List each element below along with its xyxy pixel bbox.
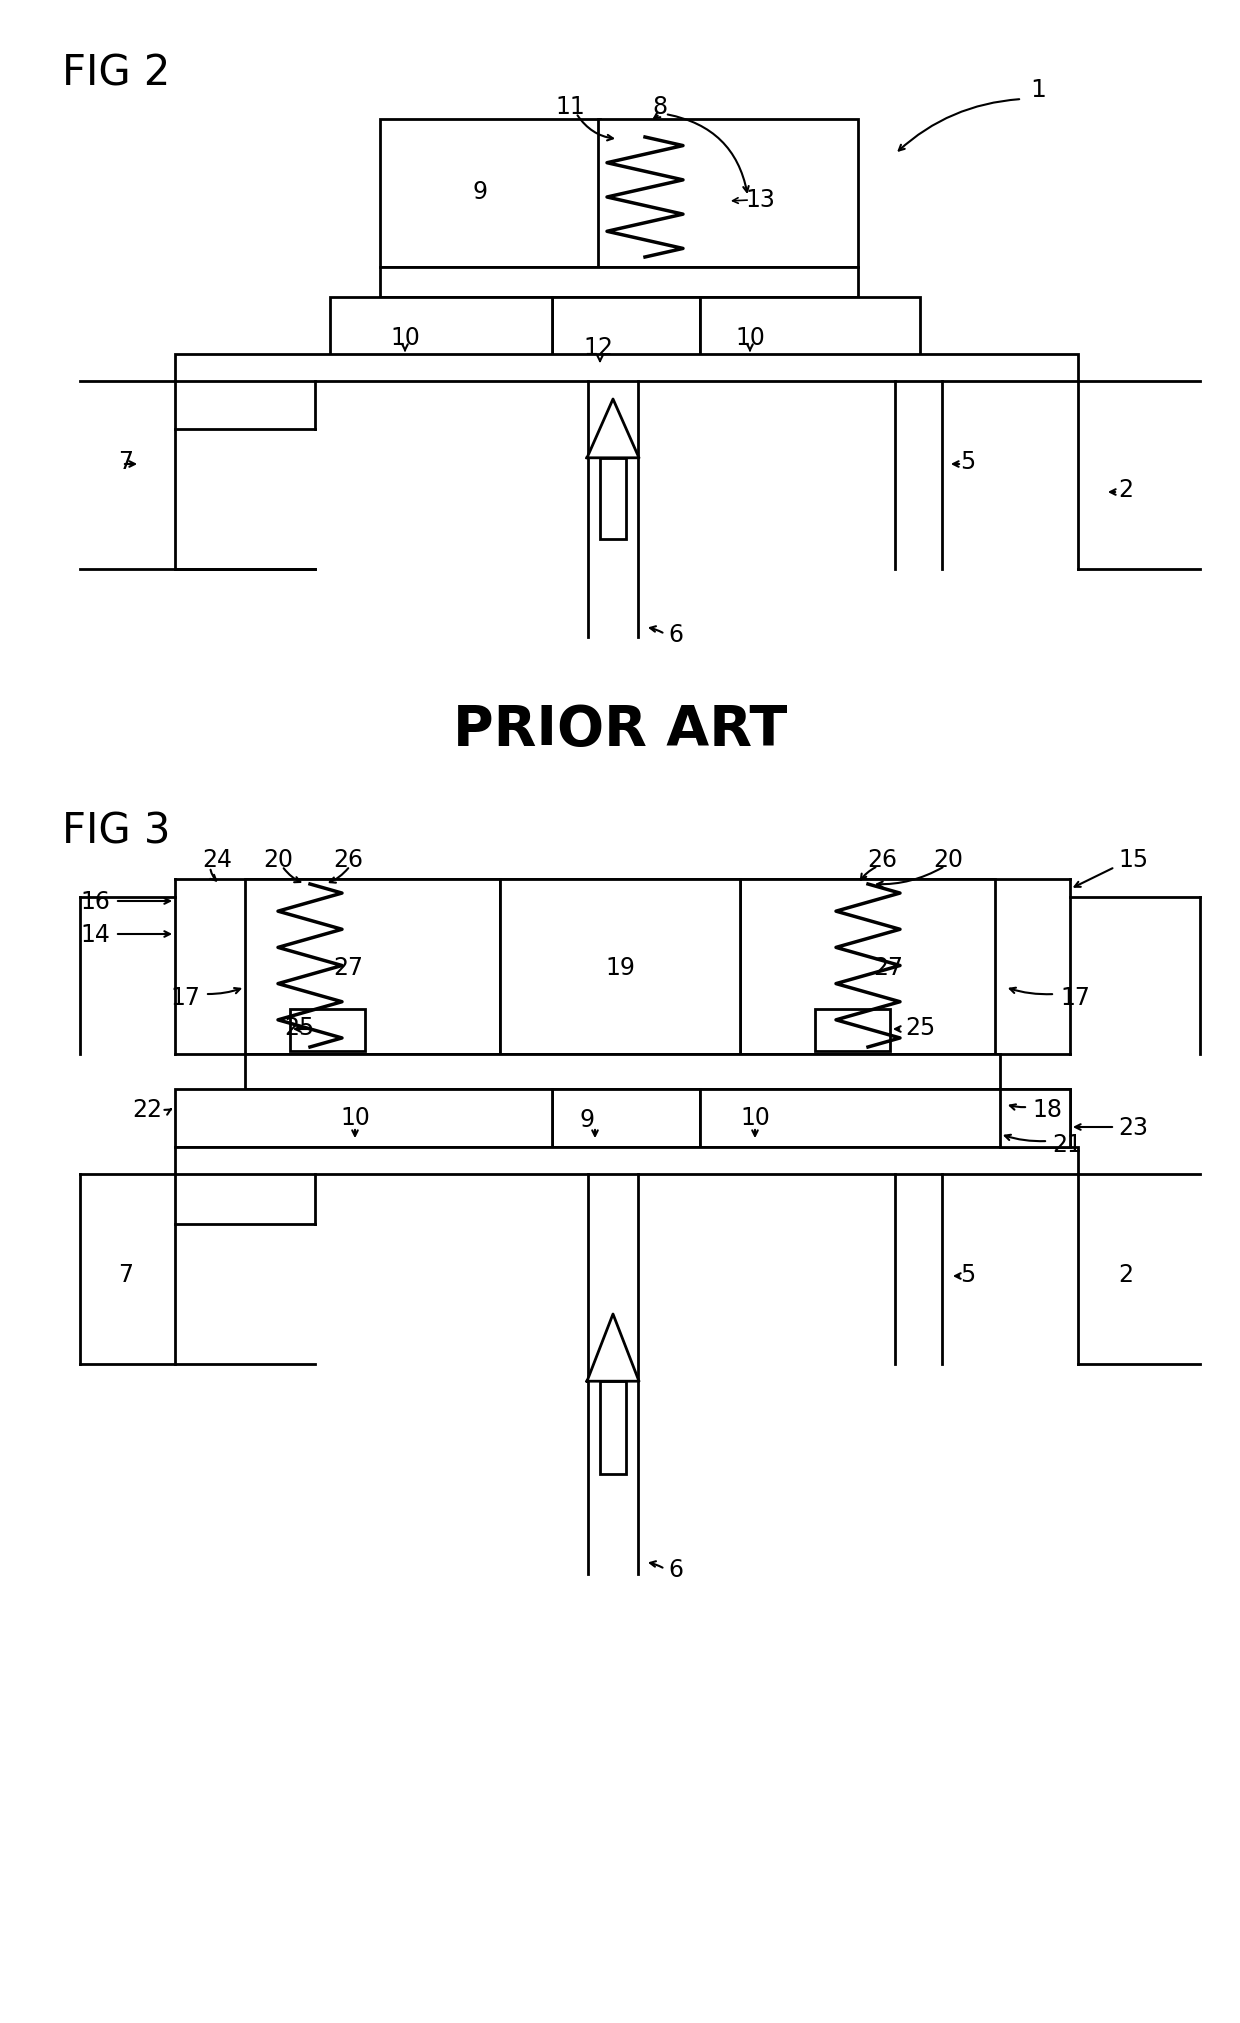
Bar <box>246 1054 999 1090</box>
Bar <box>815 1009 890 1052</box>
Bar <box>552 297 701 358</box>
Text: 7: 7 <box>118 1262 133 1287</box>
Polygon shape <box>587 1315 639 1382</box>
Bar <box>600 1382 626 1475</box>
Text: FIG 2: FIG 2 <box>62 53 170 93</box>
Bar <box>600 459 626 540</box>
Text: 11: 11 <box>556 95 585 119</box>
Bar <box>175 1090 552 1147</box>
Text: 27: 27 <box>873 955 903 979</box>
Text: 21: 21 <box>1052 1133 1081 1157</box>
Bar <box>701 297 920 356</box>
Text: 26: 26 <box>867 848 897 872</box>
Text: 14: 14 <box>81 922 110 947</box>
Text: 9: 9 <box>580 1107 595 1131</box>
Text: FIG 3: FIG 3 <box>62 809 171 852</box>
Text: 13: 13 <box>745 188 775 212</box>
Bar <box>246 880 500 1054</box>
Text: 25: 25 <box>905 1016 935 1040</box>
Bar <box>330 297 552 356</box>
Text: 10: 10 <box>340 1105 370 1129</box>
Text: 22: 22 <box>131 1096 162 1121</box>
Text: 20: 20 <box>263 848 293 872</box>
Text: 24: 24 <box>202 848 232 872</box>
Text: 7: 7 <box>118 449 133 473</box>
Text: 23: 23 <box>1118 1115 1148 1139</box>
Text: 6: 6 <box>668 1558 683 1582</box>
Text: 5: 5 <box>960 449 975 473</box>
Text: 5: 5 <box>960 1262 975 1287</box>
Bar <box>175 354 1078 382</box>
Bar <box>175 1147 1078 1175</box>
Bar <box>999 1090 1070 1147</box>
Text: 10: 10 <box>735 326 765 350</box>
Text: 17: 17 <box>170 985 200 1009</box>
Text: 26: 26 <box>334 848 363 872</box>
Text: 10: 10 <box>740 1105 770 1129</box>
Text: 16: 16 <box>81 890 110 914</box>
Bar <box>740 880 994 1054</box>
Bar <box>290 1009 365 1052</box>
Text: 20: 20 <box>932 848 963 872</box>
Bar <box>701 1090 1070 1147</box>
Text: 12: 12 <box>583 336 613 360</box>
Text: 25: 25 <box>285 1016 315 1040</box>
Bar <box>379 119 600 267</box>
Bar <box>598 119 858 267</box>
Text: 27: 27 <box>334 955 363 979</box>
Text: 19: 19 <box>605 955 635 979</box>
Text: 18: 18 <box>1032 1096 1061 1121</box>
Text: 15: 15 <box>1118 848 1148 872</box>
Text: 17: 17 <box>1060 985 1090 1009</box>
Text: 10: 10 <box>391 326 420 350</box>
Bar <box>552 1090 701 1147</box>
Bar <box>379 267 858 297</box>
Text: 6: 6 <box>668 623 683 647</box>
Text: 8: 8 <box>652 95 667 119</box>
Text: 9: 9 <box>472 180 487 204</box>
Bar <box>500 880 740 1054</box>
Text: 2: 2 <box>1118 477 1133 502</box>
Text: 2: 2 <box>1118 1262 1133 1287</box>
Text: 1: 1 <box>1030 79 1045 101</box>
Text: PRIOR ART: PRIOR ART <box>453 702 787 757</box>
Polygon shape <box>587 401 639 459</box>
